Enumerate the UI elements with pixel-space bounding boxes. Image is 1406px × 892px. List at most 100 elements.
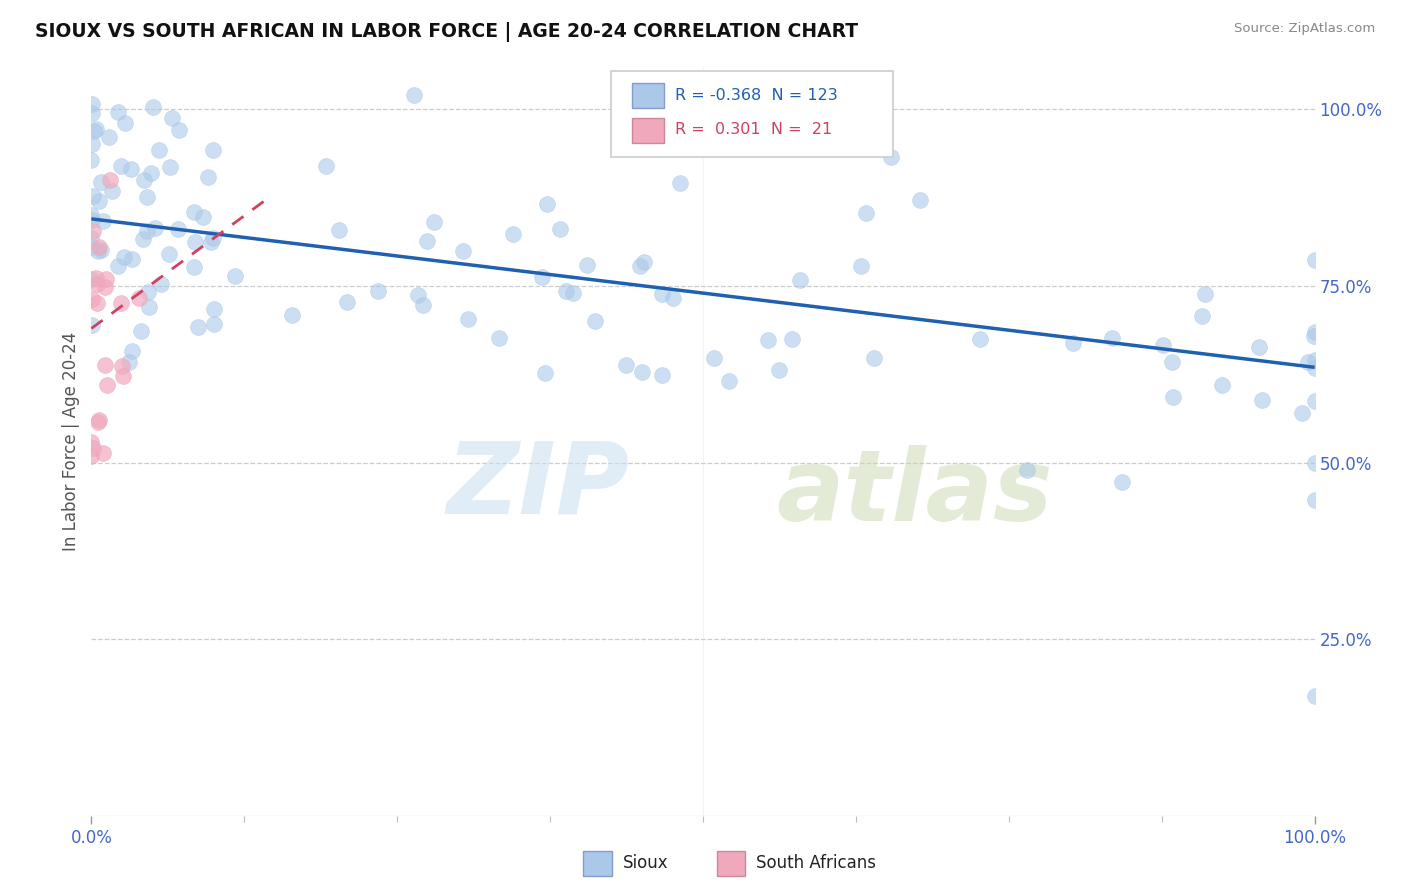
Point <box>908 194 931 208</box>
Point <box>149 277 172 292</box>
Point <box>82 105 104 120</box>
Point <box>111 368 134 383</box>
Point <box>134 172 156 186</box>
Point <box>1303 328 1326 343</box>
Point <box>855 206 877 220</box>
Point <box>135 190 157 204</box>
Point <box>224 268 246 283</box>
Point <box>193 210 215 224</box>
Point <box>86 296 108 310</box>
Point <box>703 351 725 366</box>
Y-axis label: In Labor Force | Age 20-24: In Labor Force | Age 20-24 <box>62 332 80 551</box>
Point <box>451 244 474 258</box>
Point <box>202 317 225 331</box>
Point <box>135 224 157 238</box>
Text: atlas: atlas <box>776 445 1053 542</box>
Text: R =  0.301  N =  21: R = 0.301 N = 21 <box>675 122 832 137</box>
Point <box>669 176 692 190</box>
Point <box>880 150 903 164</box>
Point <box>1101 331 1123 345</box>
Point <box>1194 286 1216 301</box>
Point <box>1303 353 1326 368</box>
Point <box>82 137 104 152</box>
Point <box>184 235 207 249</box>
Text: Sioux: Sioux <box>623 855 668 872</box>
Point <box>423 215 446 229</box>
Point <box>315 160 337 174</box>
Point <box>1160 355 1182 369</box>
Point <box>159 160 181 174</box>
Point <box>110 296 132 310</box>
Point <box>633 255 655 269</box>
Point <box>96 272 118 286</box>
Point <box>80 434 103 449</box>
Point <box>488 331 510 345</box>
Point <box>138 300 160 314</box>
Point <box>98 130 121 145</box>
Point <box>128 291 150 305</box>
Point <box>101 185 124 199</box>
Point <box>756 333 779 347</box>
Point <box>614 358 637 372</box>
Point <box>183 204 205 219</box>
Text: R = -0.368  N = 123: R = -0.368 N = 123 <box>675 88 838 103</box>
Point <box>202 301 225 316</box>
Point <box>110 159 132 173</box>
Point <box>114 116 136 130</box>
Point <box>94 280 117 294</box>
Point <box>80 208 103 222</box>
Point <box>200 235 222 250</box>
Point <box>780 332 803 346</box>
Point <box>1303 493 1326 508</box>
Point <box>94 359 117 373</box>
Point <box>1211 378 1233 392</box>
Point <box>1062 335 1084 350</box>
Point <box>1303 361 1326 376</box>
Point <box>91 214 114 228</box>
Point <box>281 308 304 322</box>
Point <box>412 298 434 312</box>
Point <box>1303 689 1326 703</box>
Point <box>86 415 108 429</box>
Point <box>1250 393 1272 408</box>
Text: ZIP: ZIP <box>447 438 630 535</box>
Point <box>148 143 170 157</box>
Point <box>502 227 524 242</box>
Point <box>1303 325 1326 339</box>
Point <box>187 320 209 334</box>
Point <box>91 446 114 460</box>
Point <box>86 271 108 285</box>
Point <box>1303 456 1326 470</box>
Point <box>132 231 155 245</box>
Text: South Africans: South Africans <box>756 855 876 872</box>
Point <box>107 259 129 273</box>
Point <box>1152 337 1174 351</box>
Point <box>531 269 554 284</box>
Point <box>1191 309 1213 323</box>
FancyBboxPatch shape <box>612 70 893 157</box>
Point <box>202 143 225 157</box>
Point <box>201 231 224 245</box>
Point <box>136 285 159 299</box>
Point <box>82 318 104 332</box>
Point <box>118 355 141 369</box>
Point <box>167 222 190 236</box>
Point <box>111 359 134 373</box>
Point <box>583 314 606 328</box>
Point <box>789 272 811 286</box>
Text: Source: ZipAtlas.com: Source: ZipAtlas.com <box>1234 22 1375 36</box>
Point <box>160 112 183 126</box>
Point <box>555 284 578 298</box>
Point <box>534 366 557 380</box>
Point <box>145 221 167 235</box>
Point <box>142 100 165 114</box>
Point <box>120 162 142 177</box>
Point <box>367 284 389 298</box>
Point <box>114 250 136 264</box>
Point <box>197 169 219 184</box>
Point <box>661 291 683 305</box>
Point <box>404 88 426 103</box>
Point <box>561 285 583 300</box>
Point <box>107 104 129 119</box>
Point <box>90 244 112 258</box>
